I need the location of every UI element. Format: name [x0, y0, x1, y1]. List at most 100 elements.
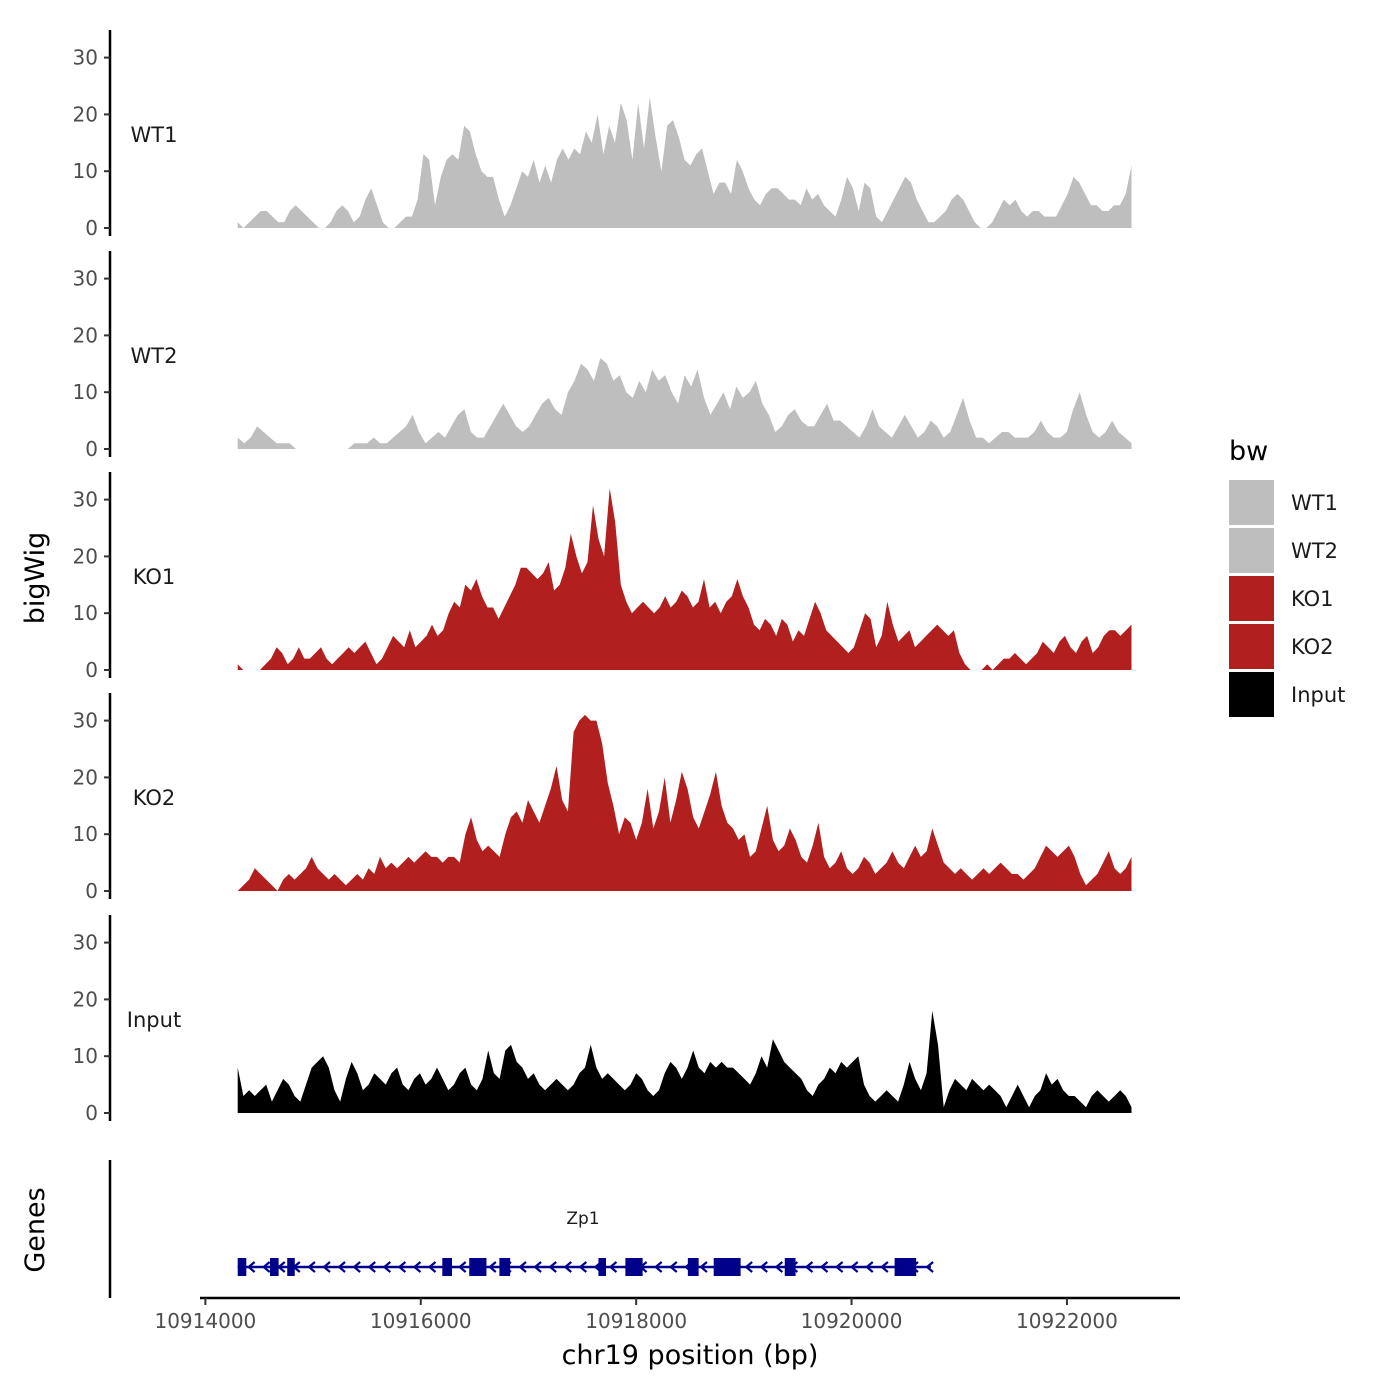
track-label: KO2: [133, 786, 176, 810]
track-input: 0 10 20 30 Input: [73, 915, 1132, 1125]
x-tick-label: 10914000: [154, 1309, 256, 1333]
y-tick-label: 10: [73, 822, 98, 846]
strand-chevron: [427, 1261, 437, 1273]
strand-chevron: [925, 1261, 934, 1273]
y-tick-label: 30: [73, 488, 98, 512]
track-ko2: 0 10 20 30 KO2: [73, 693, 1132, 903]
strand-chevron: [382, 1261, 392, 1273]
gene-exon: [499, 1258, 511, 1276]
x-tick-label: 10920000: [801, 1309, 903, 1333]
y-tick-label: 30: [73, 931, 98, 955]
strand-chevron: [669, 1261, 678, 1273]
gene-name-label: Zp1: [566, 1209, 599, 1229]
legend-label-ko2: KO2: [1291, 635, 1334, 659]
gene-exon: [270, 1258, 279, 1276]
legend-swatch-wt2: [1229, 528, 1274, 573]
gene-exon: [469, 1258, 487, 1276]
y-tick-label: 10: [73, 380, 98, 404]
y-tick-label: 20: [73, 765, 98, 789]
strand-chevron: [744, 1261, 753, 1273]
y-tick-label: 20: [73, 987, 98, 1011]
coverage-tracks: 0 10 20 30 WT1 0 10 20 30 WT2 0 10 20 30 KO1 0 10 20 30 KO2…: [73, 30, 1132, 1125]
strand-chevron: [397, 1261, 407, 1273]
coverage-area-input: [237, 1010, 1132, 1113]
strand-chevron: [246, 1261, 256, 1273]
gene-exon: [287, 1258, 295, 1276]
x-tick-label: 10916000: [370, 1309, 472, 1333]
gene-panel: Zp1: [108, 1160, 934, 1298]
y-tick-label: 20: [73, 544, 98, 568]
strand-chevron: [880, 1261, 889, 1273]
strand-chevron: [533, 1261, 542, 1273]
gene-exon: [687, 1258, 699, 1276]
legend-swatch-wt1: [1229, 480, 1274, 525]
strand-chevron: [865, 1261, 874, 1273]
strand-chevron: [518, 1261, 527, 1273]
track-label: WT1: [131, 123, 178, 147]
coverage-area-wt2: [237, 358, 1132, 449]
gene-exon: [894, 1258, 917, 1276]
strand-chevron: [774, 1261, 784, 1273]
y-tick-label: 20: [73, 102, 98, 126]
strand-chevron: [834, 1261, 844, 1273]
strand-chevron: [261, 1261, 271, 1273]
y-tick-label: 30: [73, 709, 98, 733]
strand-chevron: [699, 1261, 708, 1273]
y-tick-label: 10: [73, 1044, 98, 1068]
legend-label-input: Input: [1291, 683, 1345, 707]
y-tick-label: 0: [85, 216, 98, 240]
legend-swatch-input: [1229, 672, 1274, 717]
y-tick-label: 10: [73, 601, 98, 625]
strand-chevron: [352, 1261, 361, 1273]
legend-swatch-ko1: [1229, 576, 1274, 621]
legend-title: bw: [1229, 436, 1268, 467]
strand-chevron: [819, 1261, 829, 1273]
strand-chevron: [307, 1261, 316, 1273]
track-wt2: 0 10 20 30 WT2: [73, 251, 1132, 461]
track-wt1: 0 10 20 30 WT1: [73, 30, 1132, 240]
legend-label-ko1: KO1: [1291, 587, 1334, 611]
strand-chevron: [563, 1261, 572, 1273]
strand-chevron: [367, 1261, 376, 1273]
gene-exon: [625, 1258, 643, 1276]
gene-exon: [237, 1258, 247, 1276]
coverage-area-ko1: [237, 488, 1132, 670]
strand-chevron: [804, 1261, 814, 1273]
strand-chevron: [322, 1261, 331, 1273]
x-axis: 10914000 10916000 10918000 10920000 10922000: [154, 1296, 1180, 1333]
strand-chevron: [337, 1261, 346, 1273]
gene-exon: [713, 1258, 741, 1276]
strand-chevron: [412, 1261, 422, 1273]
strand-chevron: [277, 1261, 286, 1273]
track-label: Input: [127, 1008, 181, 1032]
coverage-area-wt1: [237, 97, 1132, 229]
strand-chevron: [849, 1261, 859, 1273]
y-tick-label: 0: [85, 879, 98, 903]
y-tick-label: 20: [73, 323, 98, 347]
y-tick-label: 30: [73, 267, 98, 291]
gene-exon: [598, 1258, 606, 1276]
legend: bw WT1 WT2 KO1 KO2 Input: [1229, 436, 1345, 717]
track-label: WT2: [131, 344, 178, 368]
strand-chevron: [578, 1261, 588, 1273]
legend-label-wt2: WT2: [1291, 539, 1338, 563]
strand-chevron: [548, 1261, 557, 1273]
gene-exon: [442, 1258, 452, 1276]
x-axis-title: chr19 position (bp): [562, 1340, 819, 1371]
x-tick-label: 10918000: [585, 1309, 687, 1333]
gene-panel-title: Genes: [20, 1187, 51, 1272]
x-tick-label: 10922000: [1016, 1309, 1118, 1333]
strand-chevron: [457, 1261, 467, 1273]
y-tick-label: 0: [85, 437, 98, 461]
y-tick-label: 0: [85, 658, 98, 682]
track-ko1: 0 10 20 30 KO1: [73, 472, 1132, 682]
y-tick-label: 0: [85, 1101, 98, 1125]
y-tick-label: 30: [73, 46, 98, 70]
strand-chevron: [488, 1261, 497, 1273]
legend-swatch-ko2: [1229, 624, 1274, 669]
y-axis-title: bigWig: [20, 532, 51, 625]
strand-chevron: [759, 1261, 768, 1273]
track-label: KO1: [133, 565, 176, 589]
coverage-area-ko2: [237, 714, 1132, 891]
